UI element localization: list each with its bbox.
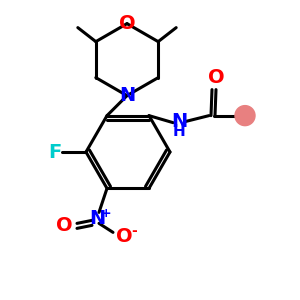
Text: O: O — [116, 227, 132, 246]
Text: O: O — [56, 216, 72, 235]
Circle shape — [235, 106, 255, 126]
Text: F: F — [48, 142, 62, 161]
Text: -: - — [131, 224, 137, 239]
Text: N: N — [119, 86, 135, 105]
Text: O: O — [119, 14, 135, 33]
Text: O: O — [208, 68, 224, 87]
Text: H: H — [172, 124, 185, 139]
Text: +: + — [101, 207, 111, 220]
Text: N: N — [89, 209, 105, 228]
Text: N: N — [171, 112, 187, 131]
